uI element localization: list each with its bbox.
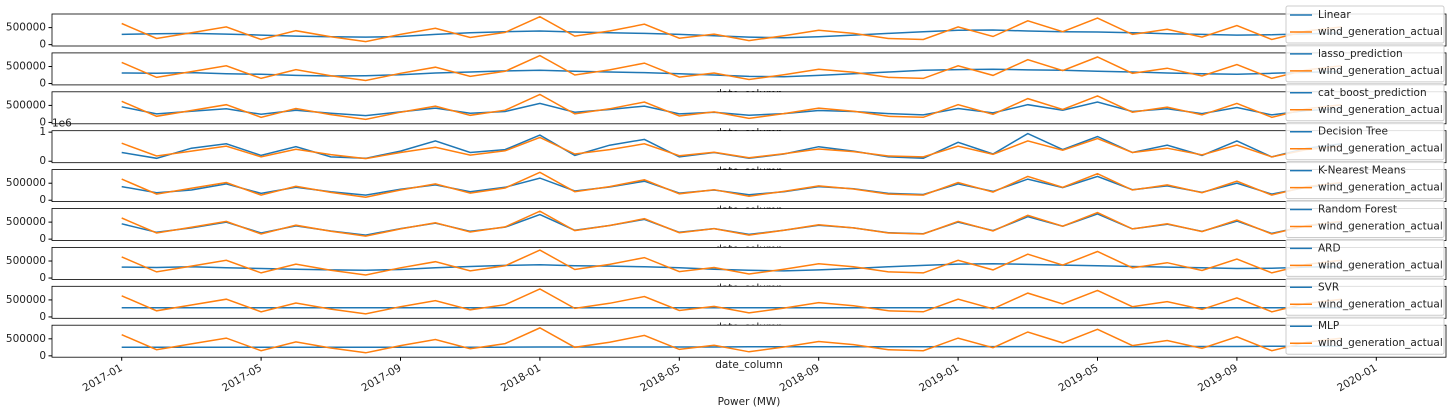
legend-label: cat_boost_prediction	[1318, 87, 1427, 99]
legend-box	[1285, 83, 1445, 122]
axes-frame	[51, 169, 1447, 203]
plot-area	[121, 15, 1342, 43]
data-line	[121, 54, 1342, 82]
offset-text: 1e6	[52, 118, 72, 130]
data-line	[121, 171, 1342, 198]
legend-label: SVR	[1318, 281, 1339, 293]
legend-box	[1285, 277, 1445, 316]
y-tick-label: 500000	[6, 61, 46, 73]
y-tick-label: 500000	[6, 216, 46, 228]
y-tick-label: 500000	[6, 99, 46, 111]
legend-label: wind_generation_actual	[1318, 182, 1443, 194]
plot-area	[121, 210, 1342, 237]
legend-box	[1285, 161, 1445, 200]
figure-x-label: Power (MW)	[718, 396, 781, 408]
legend: ARD wind_generation_actual	[1285, 238, 1445, 277]
legend-label: lasso_prediction	[1318, 48, 1403, 60]
y-tick-label: 500000	[6, 333, 46, 345]
y-tick-label: 0	[39, 311, 46, 323]
y-tick-label: 500000	[6, 177, 46, 189]
legend: cat_boost_prediction wind_generation_actu…	[1285, 83, 1445, 122]
y-tick-label: 0	[39, 39, 46, 51]
axes-frame	[51, 246, 1447, 280]
y-tick-label: 0	[39, 155, 46, 167]
y-tick-label: 0	[39, 78, 46, 90]
x-tick-label: 2017-09	[360, 362, 404, 394]
axes-frame	[51, 130, 1447, 164]
y-tick-label: 0	[39, 116, 46, 128]
legend: SVR wind_generation_actual	[1285, 277, 1445, 316]
legend-label: wind_generation_actual	[1318, 298, 1443, 310]
y-tick-label: 500000	[6, 22, 46, 34]
data-line	[121, 93, 1342, 121]
data-line	[121, 288, 1342, 315]
y-tick-label: 0	[39, 194, 46, 206]
x-tick-label: 2019-09	[1196, 362, 1240, 394]
legend-box	[1285, 316, 1445, 355]
y-tick-label: 500000	[6, 255, 46, 267]
legend-label: wind_generation_actual	[1318, 221, 1443, 233]
x-tick-label: 2018-05	[638, 362, 682, 394]
legend-box	[1285, 122, 1445, 161]
axes-frame	[51, 324, 1447, 358]
x-tick-label: 2019-05	[1057, 362, 1101, 394]
legend-label: wind_generation_actual	[1318, 26, 1443, 38]
plot-area	[121, 249, 1342, 276]
legend-label: wind_generation_actual	[1318, 143, 1443, 155]
legend: Linear wind_generation_actual	[1285, 5, 1445, 44]
legend-label: wind_generation_actual	[1318, 65, 1443, 77]
legend: Decision Tree wind_generation_actual	[1285, 122, 1445, 161]
axes-frame	[51, 91, 1447, 125]
data-line	[121, 210, 1342, 237]
x-tick-label: 2020-01	[1335, 362, 1379, 394]
axes-frame	[51, 285, 1447, 319]
y-tick-label: 0	[39, 233, 46, 245]
x-tick-label: 2018-09	[778, 362, 822, 394]
plot-area	[121, 54, 1342, 82]
legend-label: wind_generation_actual	[1318, 259, 1443, 271]
data-line	[121, 249, 1342, 276]
legend-label: ARD	[1318, 242, 1341, 254]
legend-box	[1285, 5, 1445, 44]
legend-box	[1285, 200, 1445, 238]
legend-label: Linear	[1318, 9, 1351, 21]
legend-label: MLP	[1318, 320, 1339, 332]
legend-label: wind_generation_actual	[1318, 104, 1443, 116]
y-tick-label: 0	[39, 350, 46, 362]
axes-frame	[51, 52, 1447, 86]
y-tick-label: 1	[39, 126, 46, 138]
legend: lasso_prediction wind_generation_actual	[1285, 44, 1445, 83]
data-line	[121, 327, 1342, 354]
data-line	[121, 136, 1342, 160]
x-axis-label: date_column	[715, 359, 783, 371]
x-tick-label: 2018-01	[499, 362, 543, 394]
y-tick-label: 500000	[6, 294, 46, 306]
legend: K-Nearest Means wind_generation_actual	[1285, 161, 1445, 200]
legend-box	[1285, 44, 1445, 83]
legend-label: wind_generation_actual	[1318, 337, 1443, 349]
plot-area	[121, 132, 1342, 160]
legend-label: Random Forest	[1318, 204, 1397, 216]
legend-label: K-Nearest Means	[1318, 165, 1406, 177]
x-tick-label: 2019-01	[917, 362, 961, 394]
x-tick-label: 2017-05	[220, 362, 264, 394]
y-tick-label: 0	[39, 272, 46, 284]
axes-frame	[51, 13, 1447, 47]
legend: MLP wind_generation_actual	[1285, 316, 1445, 355]
axes-frame	[51, 208, 1447, 241]
x-tick-label: 2017-01	[81, 362, 125, 394]
plot-area	[121, 327, 1342, 354]
plot-area	[121, 171, 1342, 198]
data-line	[121, 15, 1342, 43]
plot-area	[121, 93, 1342, 121]
plot-area	[121, 288, 1342, 315]
legend: Random Forest wind_generation_actual	[1285, 200, 1445, 238]
legend-box	[1285, 238, 1445, 277]
legend-label: Decision Tree	[1318, 126, 1388, 138]
